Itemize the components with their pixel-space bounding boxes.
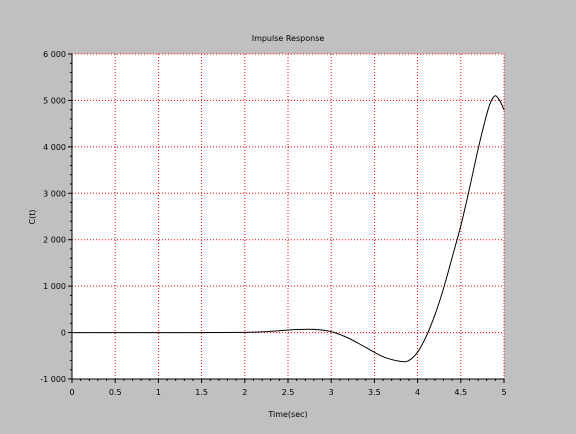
y-tick-label-6: 5 000 (43, 96, 66, 105)
x-tick-label-4: 2 (242, 388, 247, 397)
data-point-5 (261, 331, 263, 333)
data-point-0 (71, 332, 73, 333)
data-point-20 (460, 225, 462, 227)
x-tick-label-6: 3 (329, 388, 334, 397)
data-point-18 (443, 288, 444, 289)
grid-lines (71, 53, 505, 380)
y-tick-label-3: 2 000 (43, 236, 66, 245)
x-tick-label-10: 5 (501, 388, 506, 397)
data-point-8 (313, 328, 315, 330)
series-line-0 (71, 95, 505, 363)
x-tick-label-8: 4 (415, 388, 420, 397)
data-point-23 (486, 113, 488, 115)
data-point-24 (490, 100, 492, 102)
data-point-3 (201, 332, 203, 333)
data-point-11 (365, 347, 367, 348)
x-tick-label-1: 0.5 (109, 388, 122, 397)
data-point-21 (469, 188, 470, 190)
chart-title: Impulse Response (252, 34, 325, 43)
data-point-4 (244, 331, 246, 333)
x-tick-label-2: 1 (156, 388, 161, 397)
x-tick-label-7: 3.5 (368, 388, 381, 397)
data-point-26 (499, 100, 501, 101)
data-point-17 (434, 314, 436, 316)
data-point-6 (278, 330, 280, 332)
data-point-12 (382, 356, 384, 358)
y-tick-label-4: 3 000 (43, 189, 66, 198)
data-point-22 (477, 148, 479, 150)
x-tick-label-0: 0 (69, 388, 74, 397)
y-tick-label-7: 6 000 (43, 50, 66, 59)
x-tick-label-9: 4.5 (454, 388, 467, 397)
y-tick-label-2: 1 000 (43, 282, 66, 291)
data-point-14 (408, 360, 410, 361)
data-point-2 (158, 332, 159, 333)
data-point-16 (425, 335, 427, 337)
y-axis-label: C(t) (28, 210, 37, 225)
y-tick-label-5: 4 000 (43, 143, 66, 152)
data-point-10 (348, 337, 349, 339)
data-point-13 (399, 360, 401, 362)
data-point-27 (503, 109, 505, 111)
data-point-25 (494, 95, 496, 97)
data-point-19 (451, 256, 453, 258)
data-point-1 (114, 332, 116, 333)
data-point-7 (296, 329, 298, 330)
x-tick-label-5: 2.5 (282, 388, 295, 397)
x-tick-label-3: 1.5 (195, 388, 208, 397)
y-tick-label-0: -1 000 (40, 375, 66, 384)
y-tick-label-1: 0 (61, 329, 66, 338)
data-point-9 (330, 331, 332, 333)
data-point-15 (417, 351, 418, 353)
x-axis-label: Time(sec) (267, 410, 307, 419)
series-layer (71, 95, 505, 363)
